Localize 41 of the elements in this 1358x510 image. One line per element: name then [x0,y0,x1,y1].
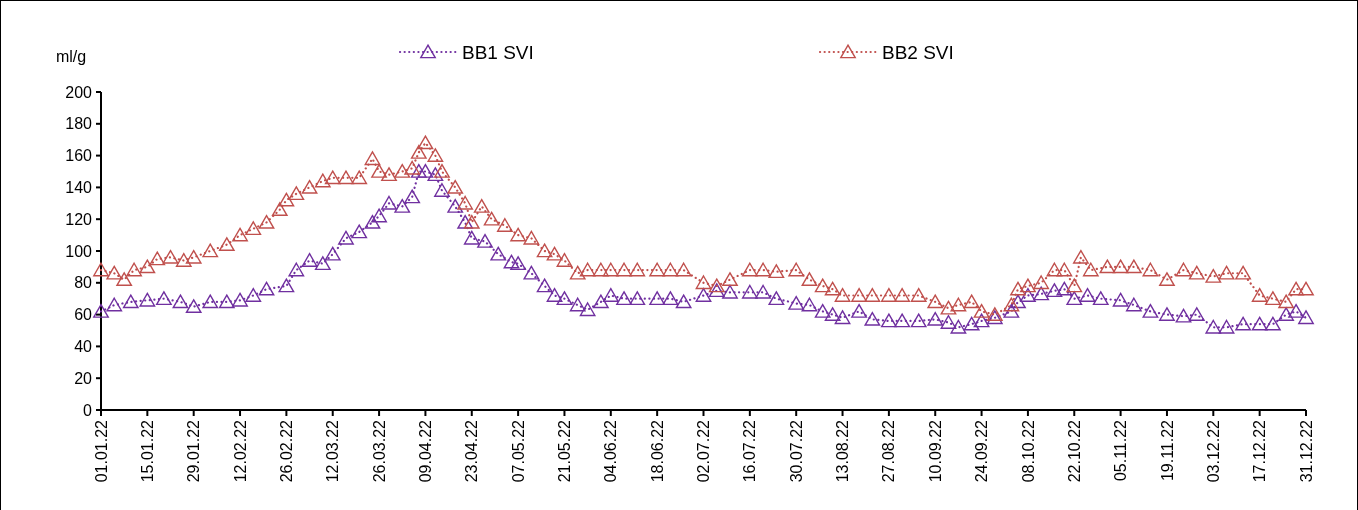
x-tick-label: 08.10.22 [1019,419,1037,483]
y-tick-label: 20 [74,369,93,387]
x-tick-label: 18.06.22 [648,419,666,483]
x-tick-label: 02.07.22 [695,419,713,483]
x-tick-label: 12.02.22 [231,419,249,483]
x-tick-label: 21.05.22 [556,419,574,483]
x-tick-label: 12.03.22 [324,419,342,483]
x-tick-label: 27.08.22 [880,419,898,483]
x-tick-label: 15.01.22 [138,419,156,483]
y-tick-label: 180 [65,115,93,133]
x-tick-label: 31.12.22 [1297,419,1315,483]
x-tick-label: 26.03.22 [370,419,388,483]
x-tick-label: 19.11.22 [1158,419,1176,482]
x-tick-label: 29.01.22 [185,419,203,483]
y-axis-title: ml/g [55,48,87,65]
x-tick-label: 30.07.22 [787,419,805,483]
x-tick-label: 13.08.22 [834,419,852,483]
x-tick-label: 22.10.22 [1065,419,1083,483]
y-tick-label: 80 [74,274,93,292]
legend-label: BB1 SVI [462,41,534,63]
x-tick-label: 24.09.22 [973,419,991,483]
x-tick-label: 26.02.22 [277,419,295,483]
x-tick-label: 23.04.22 [463,419,481,483]
x-tick-label: 09.04.22 [417,419,435,483]
legend-label: BB2 SVI [882,41,954,63]
x-tick-label: 10.09.22 [926,419,944,483]
y-tick-label: 40 [74,338,93,355]
x-tick-label: 17.12.22 [1251,419,1269,483]
x-tick-label: 07.05.22 [509,419,527,483]
x-tick-label: 01.01.22 [92,419,110,483]
y-tick-label: 200 [65,83,93,101]
y-tick-label: 120 [65,210,93,228]
x-tick-label: 03.12.22 [1204,419,1222,483]
y-tick-label: 60 [74,306,93,324]
x-tick-label: 16.07.22 [741,419,759,483]
x-tick-label: 05.11.22 [1112,419,1130,482]
y-tick-label: 100 [65,242,93,260]
y-tick-label: 160 [65,147,93,165]
y-tick-label: 140 [65,179,93,196]
x-tick-label: 04.06.22 [602,419,620,483]
y-tick-label: 0 [83,401,93,419]
